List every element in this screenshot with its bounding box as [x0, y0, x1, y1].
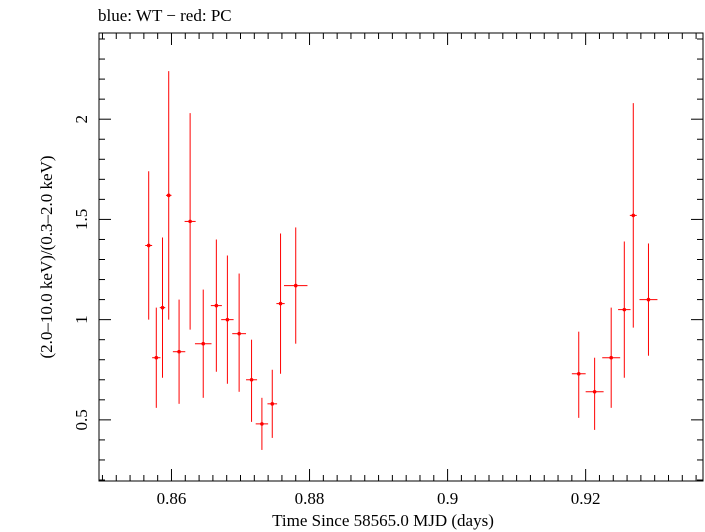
- point-marker: [592, 390, 597, 394]
- point-marker: [154, 355, 159, 360]
- axis-ticks: 0.86 0.88 0.9 0.92 0.5 1 1.5 2: [72, 33, 703, 508]
- point-marker: [166, 193, 171, 198]
- y-tick-label: 0.5: [72, 409, 91, 430]
- x-tick-label: 0.86: [157, 489, 187, 508]
- point-marker: [214, 303, 219, 308]
- data-point: [159, 237, 166, 378]
- x-axis-label: Time Since 58565.0 MJD (days): [272, 511, 494, 530]
- point-marker: [225, 317, 230, 322]
- point-marker: [177, 349, 181, 354]
- chart-title: blue: WT − red: PC: [98, 6, 232, 25]
- point-marker: [576, 371, 581, 376]
- point-marker: [188, 219, 192, 224]
- data-point: [194, 289, 212, 398]
- point-marker: [270, 402, 275, 406]
- data-point: [629, 103, 637, 328]
- plot-frame: [98, 32, 704, 482]
- x-tick-label: 0.88: [295, 489, 325, 508]
- point-marker: [646, 297, 651, 302]
- data-points: [145, 71, 658, 450]
- data-point: [246, 339, 258, 422]
- data-point: [267, 369, 278, 438]
- point-marker: [293, 283, 298, 288]
- data-point: [145, 171, 153, 320]
- point-marker: [146, 243, 151, 248]
- data-point: [639, 243, 658, 356]
- point-marker: [622, 307, 627, 312]
- x-tick-label: 0.92: [571, 489, 601, 508]
- point-marker: [631, 213, 636, 218]
- data-point: [165, 71, 172, 320]
- point-marker: [237, 331, 241, 336]
- data-point: [172, 299, 186, 404]
- point-marker: [201, 341, 206, 346]
- y-tick-label: 1.5: [72, 209, 91, 230]
- point-marker: [609, 355, 613, 360]
- data-point: [602, 307, 621, 408]
- data-point: [618, 241, 631, 378]
- point-marker: [278, 301, 283, 306]
- data-point: [210, 239, 222, 372]
- data-point: [221, 255, 234, 384]
- data-point: [232, 273, 247, 392]
- point-marker: [160, 305, 165, 310]
- y-axis-label: (2.0–10.0 keV)/(0.3–2.0 keV): [37, 155, 56, 358]
- x-tick-label: 0.9: [437, 489, 458, 508]
- data-point: [276, 233, 285, 374]
- data-point: [283, 227, 308, 344]
- y-tick-label: 1: [72, 315, 91, 324]
- point-marker: [249, 377, 254, 382]
- data-point: [571, 331, 586, 418]
- data-point: [585, 357, 604, 430]
- data-point: [255, 397, 269, 450]
- data-point: [152, 307, 161, 408]
- y-tick-label: 2: [72, 115, 91, 124]
- point-marker: [260, 422, 264, 426]
- data-point: [184, 113, 196, 330]
